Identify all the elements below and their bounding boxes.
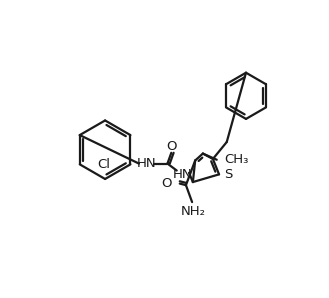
- Text: CH₃: CH₃: [224, 153, 249, 166]
- Text: HN: HN: [137, 157, 157, 170]
- Text: Cl: Cl: [97, 158, 110, 171]
- Text: NH₂: NH₂: [181, 205, 206, 218]
- Text: HN: HN: [173, 168, 193, 181]
- Text: O: O: [161, 177, 171, 190]
- Text: O: O: [166, 140, 177, 153]
- Text: S: S: [224, 168, 233, 181]
